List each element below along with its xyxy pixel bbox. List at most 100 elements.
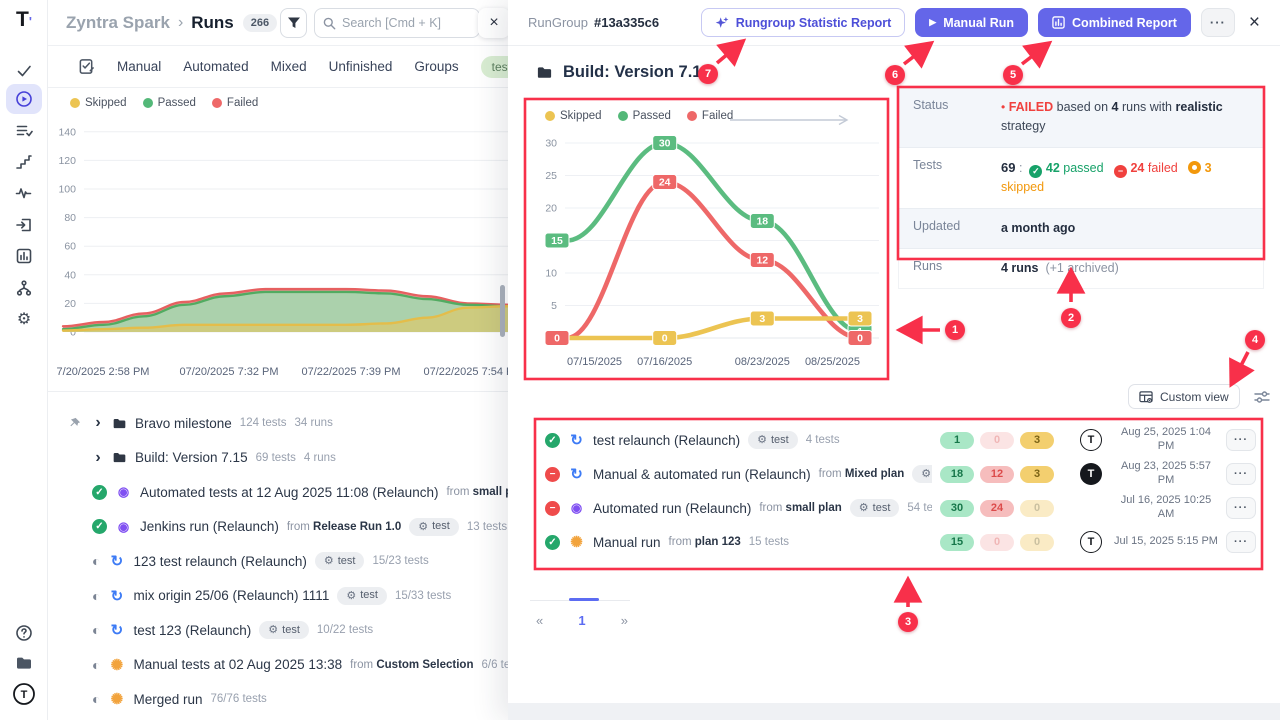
tab-unfinished[interactable]: Unfinished — [328, 59, 393, 74]
table-settings-icon — [1139, 390, 1153, 403]
stairs-icon — [16, 155, 32, 169]
tag-pill[interactable]: ⚙test — [748, 431, 798, 449]
check-icon — [17, 65, 31, 77]
breadcrumb-project[interactable]: Zyntra Spark — [66, 12, 170, 32]
sidebar-item-analytics[interactable] — [6, 178, 42, 208]
row-more-button[interactable]: ··· — [1226, 531, 1256, 553]
custom-view-button[interactable]: Custom view — [1128, 384, 1240, 409]
close-drawer-button[interactable]: × — [1245, 12, 1264, 34]
filters-sliders-icon[interactable] — [1253, 390, 1270, 404]
sidebar-item-settings[interactable]: ⚙ — [6, 305, 42, 335]
box-arrow-in-icon — [16, 218, 31, 232]
sidebar-item-tests[interactable] — [6, 56, 42, 86]
tag-pill[interactable]: ⚙test — [409, 517, 459, 536]
gear-icon: ⚙ — [757, 434, 767, 446]
tag-pill[interactable]: ⚙test — [314, 552, 365, 571]
run-row[interactable]: ◐ ✺ Manual tests at 02 Aug 2025 13:38 from … — [92, 656, 508, 674]
rungroup-run-row[interactable]: − ↻ Manual & automated run (Relaunch) from … — [537, 457, 1262, 491]
list-toolbar: Custom view — [1128, 384, 1270, 409]
scrollbar-thumb[interactable] — [500, 285, 505, 337]
run-row[interactable]: ◐ ↻ test 123 (Relaunch) ⚙ test 10/22 tests — [92, 621, 374, 640]
funnel-icon — [287, 17, 300, 28]
run-row[interactable]: ✓ ◉ Jenkins run (Relaunch) from Release Run… — [48, 510, 508, 545]
sidebar-item-runs[interactable] — [6, 84, 42, 114]
tag-filter-pill[interactable]: test work — [480, 55, 508, 78]
more-actions-button[interactable]: ··· — [1200, 8, 1235, 37]
chart-legend: Skipped Passed Failed — [70, 97, 258, 109]
legend-item-passed[interactable]: Passed — [142, 97, 196, 109]
runs-tabs: Manual Automated Mixed Unfinished Groups tes… — [48, 46, 508, 88]
breadcrumb-page: Runs — [191, 12, 234, 32]
folder-icon — [537, 67, 552, 78]
sidebar-item-pulls[interactable] — [6, 210, 42, 240]
legend-item-failed[interactable]: Failed — [211, 97, 258, 109]
tag-pill[interactable]: ⚙test — [259, 621, 309, 640]
sidebar-item-plans[interactable] — [6, 116, 42, 146]
chevron-right-icon[interactable]: › — [95, 448, 101, 466]
legend-item-skipped[interactable]: Skipped — [70, 97, 127, 109]
branch-icon — [16, 280, 32, 296]
run-group-row[interactable]: › Build: Version 7.15 69 tests 4 runs — [48, 441, 508, 476]
chevron-right-icon[interactable]: › — [95, 414, 101, 432]
workspace-logo[interactable]: T — [6, 679, 42, 709]
status-failed-icon: − — [545, 466, 560, 482]
app-logo[interactable]: T' — [16, 8, 32, 31]
combined-report-button[interactable]: Combined Report — [1038, 8, 1191, 37]
run-group-row[interactable]: › Bravo milestone 124 tests 34 runs — [48, 406, 508, 441]
run-list-icon[interactable] — [78, 58, 95, 75]
run-row[interactable]: ◐ ✺ Merged run 76/76 tests — [92, 691, 267, 709]
legend-dot-icon — [617, 111, 628, 121]
sidebar-item-help[interactable] — [6, 618, 42, 648]
pagination-next[interactable]: » — [620, 613, 628, 628]
svg-text:24: 24 — [659, 177, 671, 189]
skipped-count-badge: 3 — [1020, 465, 1054, 483]
sidebar-item-milestones[interactable] — [6, 147, 42, 177]
tab-mixed[interactable]: Mixed — [270, 59, 307, 74]
pagination: « 1 » — [530, 611, 634, 630]
search-input[interactable] — [342, 16, 460, 30]
close-search-button[interactable]: × — [478, 8, 508, 38]
x-tick-label: 07/20/2025 7:32 PM — [179, 366, 279, 378]
status-row: Status • FAILED based on 4 runs with rea… — [899, 88, 1263, 147]
row-more-button[interactable]: ··· — [1226, 429, 1256, 451]
tab-manual[interactable]: Manual — [117, 59, 162, 74]
gear-icon: ⚙ — [418, 520, 429, 533]
rungroup-run-row[interactable]: ✓ ↻ test relaunch (Relaunch) ⚙ test 4 tests 1 0… — [537, 423, 1262, 457]
relaunch-run-icon: ↻ — [570, 432, 583, 449]
legend-item-passed[interactable]: Passed — [617, 110, 671, 122]
row-more-button[interactable]: ··· — [1226, 497, 1256, 519]
tab-automated[interactable]: Automated — [183, 59, 249, 74]
tag-pill[interactable]: ⚙test — [337, 586, 387, 605]
tag-pill[interactable]: ⚙test — [912, 465, 932, 483]
status-inprogress-icon: ◐ — [92, 656, 101, 673]
rungroup-statistic-report-button[interactable]: Rungroup Statistic Report — [700, 8, 906, 37]
search-box[interactable] — [314, 8, 480, 38]
folder-icon — [113, 418, 126, 428]
run-row[interactable]: ✓ ◉ Automated tests at 12 Aug 2025 11:08 (… — [48, 475, 508, 510]
sidebar-item-reports[interactable] — [6, 241, 42, 271]
rungroup-run-row[interactable]: − ◉ Automated run (Relaunch) from small pla… — [537, 491, 1262, 525]
skipped-count-badge: 3 — [1020, 431, 1054, 449]
tag-pill[interactable]: ⚙test — [849, 499, 900, 517]
tab-groups[interactable]: Groups — [414, 59, 459, 74]
failed-count-badge: 0 — [980, 431, 1014, 449]
filter-button[interactable] — [280, 8, 307, 38]
play-circle-icon — [16, 91, 32, 107]
manual-run-button[interactable]: ▶ Manual Run — [915, 8, 1029, 37]
pagination-page-1[interactable]: 1 — [578, 613, 586, 628]
row-more-button[interactable]: ··· — [1226, 463, 1256, 485]
status-inprogress-icon: ◐ — [92, 553, 101, 570]
sparkle-icon — [715, 16, 729, 28]
rungroup-run-row[interactable]: ✓ ✺ Manual run from plan 123 15 tests 15 0 0 T Ju… — [537, 525, 1262, 559]
svg-text:30: 30 — [659, 138, 671, 150]
status-passed-icon: ✓ — [545, 432, 560, 448]
sidebar-item-branches[interactable] — [6, 273, 42, 303]
run-row[interactable]: ◐ ↻ mix origin 25/06 (Relaunch) 1111 ⚙ test 1… — [92, 586, 452, 605]
sidebar-item-projects[interactable] — [6, 648, 42, 678]
legend-item-skipped[interactable]: Skipped — [545, 110, 602, 122]
legend-item-failed[interactable]: Failed — [686, 110, 733, 122]
folder-icon — [17, 657, 31, 669]
pagination-prev[interactable]: « — [536, 613, 544, 628]
run-row[interactable]: ◐ ↻ 123 test relaunch (Relaunch) ⚙ test 15/23… — [92, 552, 429, 571]
svg-text:18: 18 — [756, 216, 768, 228]
